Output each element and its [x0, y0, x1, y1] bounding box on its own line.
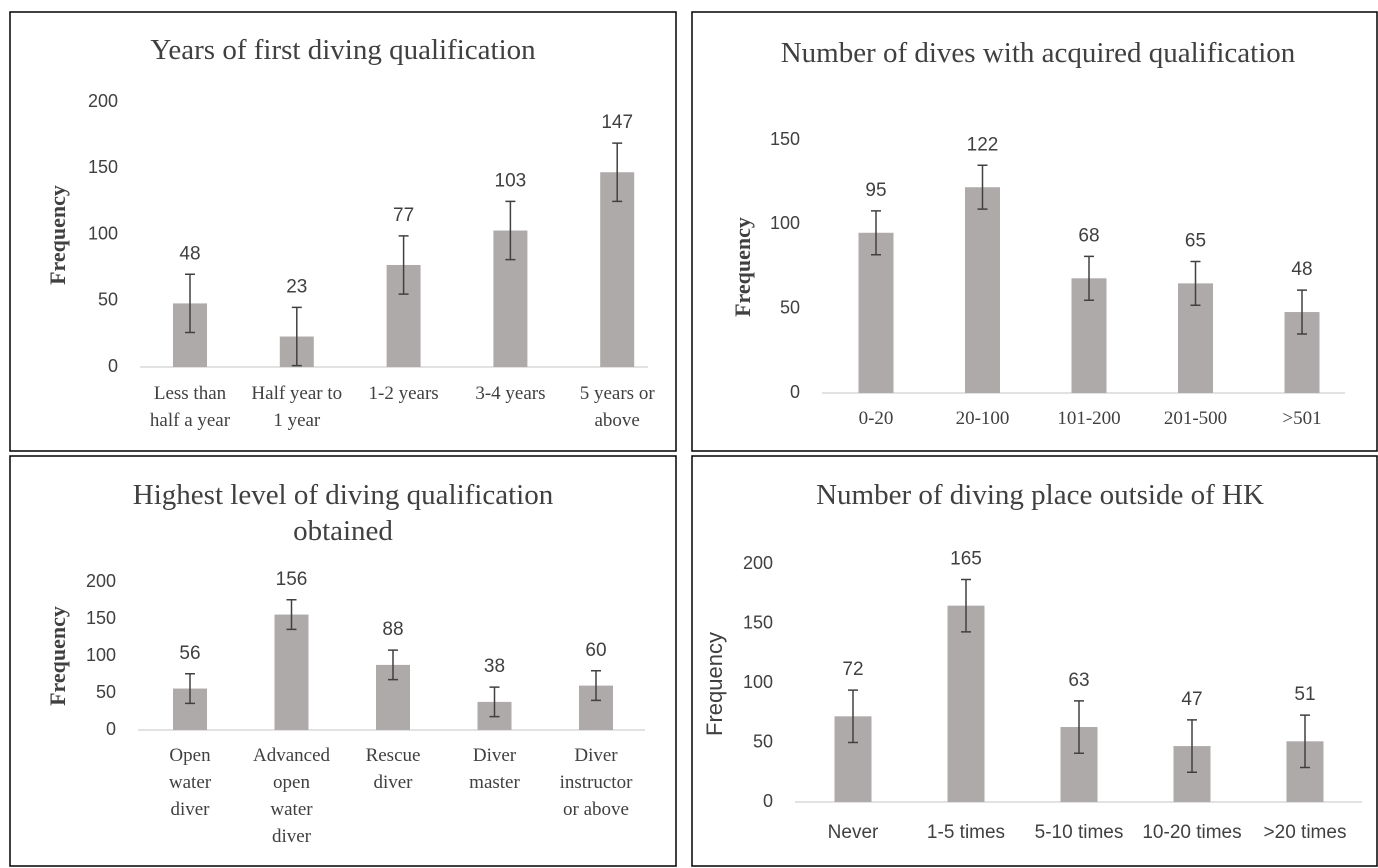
- error-bar: [505, 200, 516, 261]
- y-axis-label: Frequency: [702, 632, 727, 736]
- error-bar: [398, 235, 409, 295]
- bar: [858, 232, 894, 393]
- panel: [691, 11, 1378, 452]
- x-tick-label: 101-200: [1057, 408, 1120, 429]
- chart-title: Number of dives with acquired qualificat…: [781, 37, 1296, 69]
- data-label: 77: [393, 205, 414, 226]
- data-label: 47: [1181, 689, 1202, 710]
- bar: [600, 172, 635, 367]
- data-label: 60: [585, 640, 606, 661]
- error-bar: [286, 599, 297, 631]
- bar: [274, 614, 309, 730]
- error-bar: [1300, 714, 1310, 769]
- error-bar: [489, 686, 500, 718]
- y-tick-label: 200: [88, 91, 118, 111]
- data-label: 147: [601, 112, 633, 133]
- x-tick-label: 5 years or above: [580, 383, 656, 431]
- error-bar: [185, 673, 195, 705]
- data-label: 56: [179, 643, 200, 664]
- y-tick-label: 150: [86, 608, 116, 628]
- error-bar: [848, 689, 858, 744]
- error-bar: [388, 649, 398, 681]
- y-tick-label: 150: [88, 157, 118, 177]
- x-tick-label: 1-2 years: [369, 383, 439, 404]
- panel: [9, 455, 677, 867]
- y-tick-label: 0: [106, 719, 116, 739]
- y-tick-label: 150: [770, 129, 800, 149]
- bar: [965, 187, 1000, 393]
- x-tick-label: Advanced open water diver: [253, 745, 331, 847]
- y-tick-label: 0: [108, 356, 118, 376]
- y-tick-label: 100: [86, 645, 116, 665]
- data-label: 68: [1078, 225, 1099, 246]
- x-tick-label: 1-5 times: [927, 822, 1005, 843]
- error-bar: [977, 164, 988, 210]
- y-tick-label: 0: [790, 382, 800, 402]
- data-label: 165: [950, 548, 982, 569]
- panel: [9, 11, 677, 452]
- x-tick-label: Open water diver: [169, 745, 212, 820]
- error-bar: [185, 273, 195, 334]
- y-axis-label: Frequency: [45, 185, 70, 285]
- y-tick-label: 200: [86, 571, 116, 591]
- chart-title: Highest level of diving qualification obt…: [133, 479, 554, 547]
- y-axis-label: Frequency: [730, 217, 755, 317]
- data-label: 23: [286, 276, 307, 297]
- data-label: 48: [1291, 259, 1312, 280]
- x-tick-label: 10-20 times: [1142, 822, 1241, 843]
- x-tick-label: 5-10 times: [1035, 822, 1124, 843]
- error-bar: [1190, 260, 1201, 307]
- error-bar: [591, 670, 601, 702]
- y-tick-label: 50: [780, 297, 800, 317]
- x-tick-label: 0-20: [859, 408, 894, 429]
- y-axis-label: Frequency: [45, 606, 70, 706]
- x-tick-label: 201-500: [1164, 408, 1227, 429]
- y-tick-label: 100: [743, 672, 773, 692]
- error-bar: [291, 306, 302, 367]
- data-label: 122: [967, 134, 999, 155]
- error-bar: [961, 578, 971, 633]
- y-tick-label: 50: [98, 290, 118, 310]
- error-bar: [1297, 289, 1307, 335]
- x-tick-label: Diver master: [469, 745, 520, 793]
- x-tick-label: Rescue diver: [366, 745, 421, 793]
- x-tick-label: 3-4 years: [475, 383, 545, 404]
- data-label: 95: [865, 180, 886, 201]
- y-tick-label: 100: [770, 213, 800, 233]
- x-tick-label: >501: [1282, 408, 1321, 429]
- data-label: 72: [842, 659, 863, 680]
- data-label: 103: [495, 170, 527, 191]
- data-label: 38: [484, 656, 505, 677]
- x-tick-label: Half year to 1 year: [251, 383, 342, 431]
- data-label: 156: [276, 569, 308, 590]
- data-label: 63: [1068, 670, 1089, 691]
- data-label: 51: [1294, 684, 1315, 705]
- error-bar: [1187, 719, 1197, 773]
- data-label: 88: [382, 619, 403, 640]
- x-tick-label: Diver instructor or above: [560, 745, 633, 820]
- x-tick-label: 20-100: [956, 408, 1010, 429]
- chart-title: Years of first diving qualification: [150, 34, 536, 66]
- y-tick-label: 100: [88, 223, 118, 243]
- y-tick-label: 50: [753, 731, 773, 751]
- data-label: 65: [1185, 230, 1206, 251]
- y-tick-label: 200: [743, 553, 773, 573]
- x-tick-label: Never: [828, 822, 879, 843]
- chart-title: Number of diving place outside of HK: [816, 479, 1264, 511]
- x-tick-label: >20 times: [1264, 822, 1347, 843]
- panel: [691, 455, 1378, 867]
- y-tick-label: 0: [763, 791, 773, 811]
- y-tick-label: 150: [743, 612, 773, 632]
- bar: [947, 605, 985, 802]
- data-label: 48: [179, 243, 200, 264]
- y-tick-label: 50: [96, 682, 116, 702]
- error-bar: [612, 142, 623, 203]
- error-bar: [1084, 255, 1094, 301]
- error-bar: [1074, 700, 1084, 754]
- x-tick-label: Less than half a year: [150, 383, 231, 431]
- error-bar: [871, 210, 881, 256]
